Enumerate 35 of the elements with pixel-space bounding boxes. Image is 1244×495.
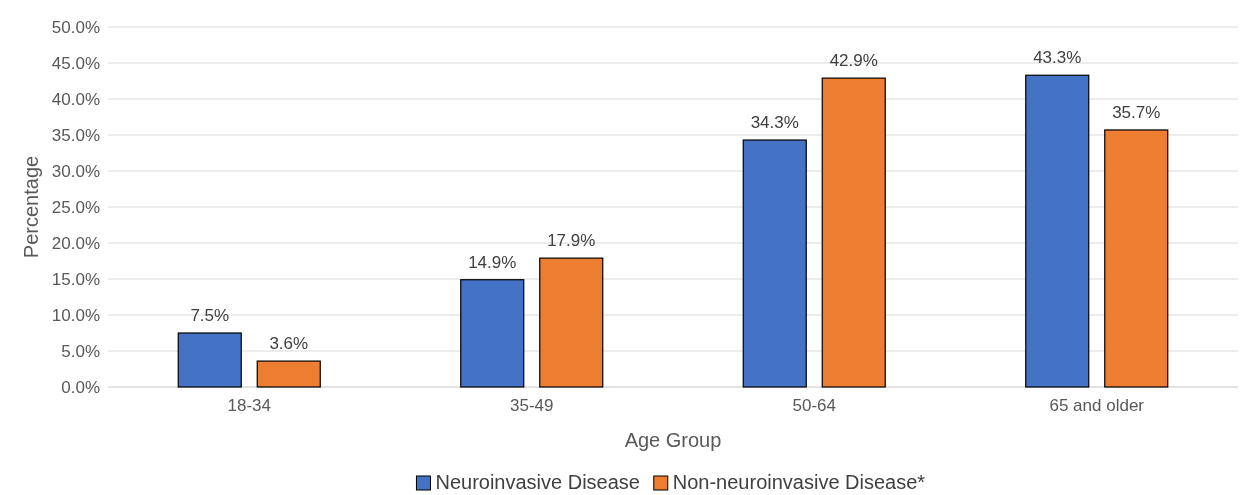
x-axis-title: Age Group <box>624 429 722 451</box>
bar <box>177 332 242 388</box>
data-label: 35.7% <box>1112 102 1161 122</box>
y-tick-label: 50.0% <box>51 17 100 37</box>
bar <box>1104 129 1169 388</box>
data-label: 17.9% <box>547 231 596 251</box>
y-tick-label: 0.0% <box>61 377 100 397</box>
y-tick-label: 20.0% <box>51 233 100 253</box>
y-tick-label: 15.0% <box>51 269 100 289</box>
bar <box>742 139 807 388</box>
x-tick-label: 18-34 <box>227 396 271 415</box>
bar <box>460 279 525 388</box>
data-label: 14.9% <box>468 252 517 272</box>
x-tick-label: 50-64 <box>792 396 836 415</box>
y-tick-label: 40.0% <box>51 89 100 109</box>
x-tick-label: 35-49 <box>510 396 554 415</box>
data-label: 42.9% <box>829 51 878 71</box>
bar <box>821 77 886 388</box>
y-axis-title: Percentage <box>20 155 42 259</box>
legend-label: Neuroinvasive Disease <box>435 471 640 493</box>
data-label: 3.6% <box>269 334 309 354</box>
y-tick-label: 5.0% <box>61 341 100 361</box>
y-tick-label: 25.0% <box>51 197 100 217</box>
y-tick-label: 10.0% <box>51 305 100 325</box>
legend-label: Non-neuroinvasive Disease* <box>672 471 926 493</box>
data-label: 43.3% <box>1033 48 1082 68</box>
bar <box>539 257 604 388</box>
y-tick-label: 45.0% <box>51 53 100 73</box>
bar <box>256 360 321 388</box>
data-label: 34.3% <box>750 113 799 133</box>
y-tick-label: 35.0% <box>51 125 100 145</box>
x-tick-label: 65 and older <box>1049 396 1145 415</box>
y-tick-label: 30.0% <box>51 161 100 181</box>
data-label: 7.5% <box>190 306 230 325</box>
bar <box>1025 74 1090 388</box>
